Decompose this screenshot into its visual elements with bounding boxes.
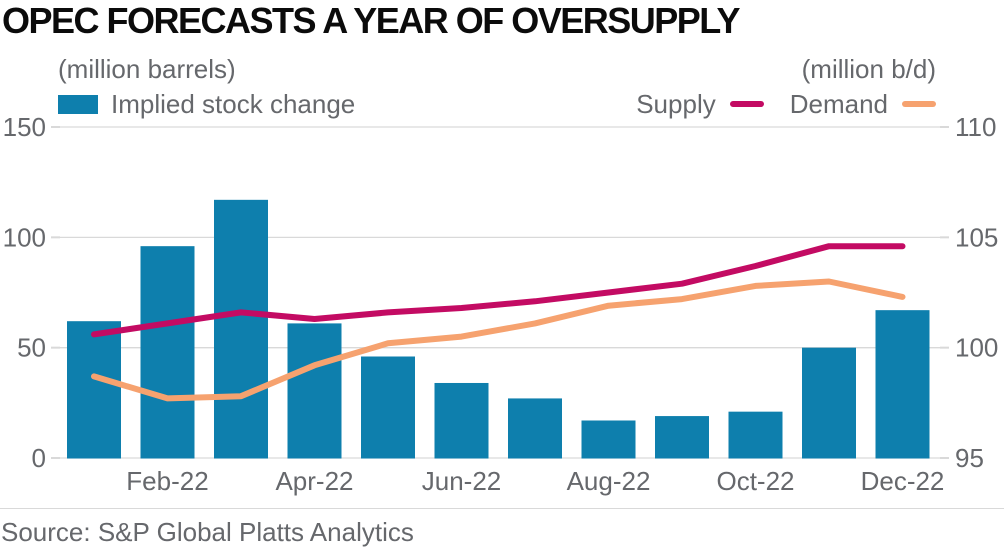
bar-legend-swatch — [58, 94, 98, 114]
bar-Jul-22 — [508, 398, 562, 459]
supply-line — [91, 243, 906, 338]
bar-Feb-22 — [140, 246, 195, 459]
legend-left: (million barrels) Implied stock change — [58, 56, 355, 117]
bar-Mar-22 — [214, 199, 268, 459]
bar-Nov-22 — [802, 347, 856, 459]
source-text: Source: S&P Global Platts Analytics — [1, 517, 414, 547]
right-axis-tick-label: 100 — [955, 333, 998, 363]
bar-Oct-22 — [728, 411, 783, 459]
supply-legend-label: Supply — [636, 89, 716, 119]
chart-title: OPEC FORECASTS A YEAR OF OVERSUPPLY — [2, 0, 741, 41]
supply-legend-swatch — [729, 101, 764, 107]
bar-May-22 — [361, 356, 415, 459]
left-axis-tick-label: 150 — [3, 112, 46, 142]
right-axis-tick-label: 95 — [955, 443, 984, 473]
x-axis-label: Feb-22 — [126, 466, 208, 496]
right-axis-tick-label: 105 — [955, 222, 998, 252]
demand-legend-swatch — [902, 101, 936, 107]
x-axis-label: Aug-22 — [567, 466, 651, 496]
footer-divider — [0, 508, 1004, 509]
bar-legend-label: Implied stock change — [111, 89, 356, 119]
left-axis-tick-label: 100 — [3, 222, 46, 252]
demand-legend-label: Demand — [789, 89, 888, 119]
x-axis-label: Apr-22 — [275, 466, 353, 496]
left-axis-tick-label: 0 — [32, 443, 46, 473]
line-legend-entry: Supply Demand — [636, 91, 936, 117]
x-axis-label: Dec-22 — [861, 466, 945, 496]
bar-Sep-22 — [655, 416, 709, 459]
demand-line — [91, 278, 906, 402]
bar-Dec-22 — [875, 310, 930, 459]
bar-Jun-22 — [434, 382, 489, 459]
left-axis-unit: (million barrels) — [58, 54, 236, 84]
bar-legend-entry: Implied stock change — [58, 91, 355, 117]
x-axis-label: Jun-22 — [422, 466, 502, 496]
bar-Apr-22 — [287, 323, 342, 459]
x-axis-label: Oct-22 — [716, 466, 794, 496]
left-axis-tick-label: 50 — [17, 333, 46, 363]
bar-Jan-22 — [67, 321, 121, 459]
right-axis-tick-label: 110 — [955, 112, 996, 142]
legend-right: (million b/d) Supply Demand — [636, 56, 936, 117]
bar-Aug-22 — [581, 420, 636, 459]
right-axis-unit: (million b/d) — [801, 54, 936, 84]
